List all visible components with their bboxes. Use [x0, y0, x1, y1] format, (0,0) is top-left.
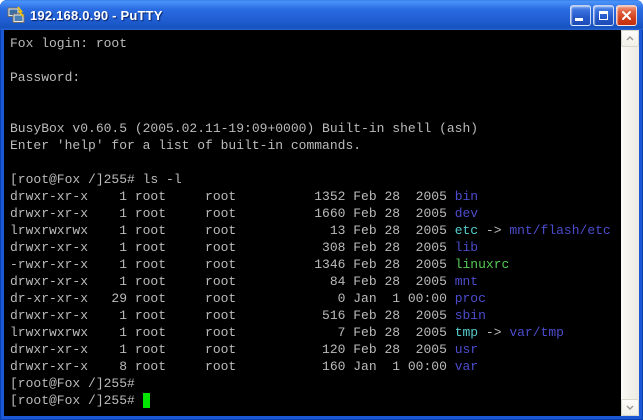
terminal-line: Fox login: root	[10, 35, 621, 52]
terminal-text: drwxr-xr-x 1 root root 84 Feb 28 2005	[10, 274, 455, 289]
file-name-symlink: etc	[454, 223, 479, 238]
terminal-text: drwxr-xr-x 1 root root 120 Feb 28 2005	[10, 342, 455, 357]
terminal-line: dr-xr-xr-x 29 root root 0 Jan 1 00:00 pr…	[10, 290, 621, 307]
terminal-text: Password:	[10, 70, 81, 85]
terminal-line: Password:	[10, 69, 621, 86]
window-controls	[570, 4, 637, 26]
file-name-directory: sbin	[454, 308, 486, 323]
terminal-line: drwxr-xr-x 1 root root 1352 Feb 28 2005 …	[10, 188, 621, 205]
scroll-down-button[interactable]	[621, 399, 639, 416]
terminal-text: [root@Fox /]255#	[10, 393, 143, 408]
minimize-button[interactable]	[570, 4, 591, 26]
putty-terminals-icon	[7, 6, 25, 23]
terminal-text: drwxr-xr-x 1 root root 308 Feb 28 2005	[10, 240, 455, 255]
terminal-text: Fox login: root	[10, 36, 128, 51]
file-name-directory: bin	[454, 189, 479, 204]
terminal-lines: Fox login: root Password: BusyBox v0.60.5 …	[4, 30, 621, 409]
putty-app-icon[interactable]	[7, 6, 25, 24]
terminal-line: Enter 'help' for a list of built-in comm…	[10, 137, 621, 154]
terminal-line: lrwxrwxrwx 1 root root 13 Feb 28 2005 et…	[10, 222, 621, 239]
file-name-directory: mnt	[454, 274, 479, 289]
scrollbar[interactable]	[621, 30, 639, 416]
terminal-line: [root@Fox /]255# ls -l	[10, 171, 621, 188]
terminal-text: BusyBox v0.60.5 (2005.02.11-19:09+0000) …	[10, 121, 479, 136]
file-name-directory: var	[454, 359, 479, 374]
minimize-icon	[574, 18, 583, 21]
terminal-line: lrwxrwxrwx 1 root root 7 Feb 28 2005 tmp…	[10, 324, 621, 341]
terminal-cursor	[142, 393, 151, 408]
terminal-text: ->	[478, 223, 510, 238]
terminal-line	[10, 86, 621, 103]
maximize-icon	[599, 10, 608, 20]
terminal-line	[10, 52, 621, 69]
terminal-line: drwxr-xr-x 1 root root 516 Feb 28 2005 s…	[10, 307, 621, 324]
terminal-text: drwxr-xr-x 1 root root 1660 Feb 28 2005	[10, 206, 455, 221]
terminal-line: drwxr-xr-x 1 root root 1660 Feb 28 2005 …	[10, 205, 621, 222]
terminal-text: drwxr-xr-x 8 root root 160 Jan 1 00:00	[10, 359, 455, 374]
terminal-line: drwxr-xr-x 1 root root 120 Feb 28 2005 u…	[10, 341, 621, 358]
terminal-text: [root@Fox /]255# ls -l	[10, 172, 182, 187]
terminal-line: [root@Fox /]255#	[10, 375, 621, 392]
terminal-screen[interactable]: Fox login: root Password: BusyBox v0.60.5 …	[4, 30, 621, 416]
terminal-text: -rwxr-xr-x 1 root root 1346 Feb 28 2005	[10, 257, 455, 272]
chevron-down-icon	[626, 405, 634, 410]
scroll-up-button[interactable]	[621, 30, 639, 47]
close-button[interactable]	[616, 4, 637, 26]
terminal-line: drwxr-xr-x 1 root root 84 Feb 28 2005 mn…	[10, 273, 621, 290]
scrollbar-track[interactable]	[621, 47, 639, 399]
terminal-text: dr-xr-xr-x 29 root root 0 Jan 1 00:00	[10, 291, 455, 306]
chevron-up-icon	[626, 36, 634, 41]
terminal-text: drwxr-xr-x 1 root root 516 Feb 28 2005	[10, 308, 455, 323]
close-icon	[622, 10, 631, 20]
file-name-directory: dev	[454, 206, 479, 221]
file-name-directory: usr	[454, 342, 479, 357]
terminal-text: ->	[478, 325, 510, 340]
terminal-text: lrwxrwxrwx 1 root root 7 Feb 28 2005	[10, 325, 455, 340]
terminal-line: drwxr-xr-x 8 root root 160 Jan 1 00:00 v…	[10, 358, 621, 375]
window-title: 192.168.0.90 - PuTTY	[30, 7, 163, 23]
terminal-text: drwxr-xr-x 1 root root 1352 Feb 28 2005	[10, 189, 455, 204]
terminal-line: [root@Fox /]255#	[10, 392, 621, 409]
terminal-text: [root@Fox /]255#	[10, 376, 135, 391]
terminal-line: drwxr-xr-x 1 root root 308 Feb 28 2005 l…	[10, 239, 621, 256]
maximize-button[interactable]	[593, 4, 614, 26]
terminal-text: Enter 'help' for a list of built-in comm…	[10, 138, 362, 153]
file-name-symlink: tmp	[454, 325, 479, 340]
file-name-directory: var/tmp	[509, 325, 564, 340]
terminal-line	[10, 103, 621, 120]
terminal-line: BusyBox v0.60.5 (2005.02.11-19:09+0000) …	[10, 120, 621, 137]
terminal-line	[10, 154, 621, 171]
title-bar: 192.168.0.90 - PuTTY	[0, 0, 643, 30]
terminal-text: lrwxrwxrwx 1 root root 13 Feb 28 2005	[10, 223, 455, 238]
file-name-directory: lib	[454, 240, 479, 255]
file-name-directory: proc	[454, 291, 486, 306]
terminal-line: -rwxr-xr-x 1 root root 1346 Feb 28 2005 …	[10, 256, 621, 273]
file-name-directory: mnt/flash/etc	[509, 223, 611, 238]
file-name-executable: linuxrc	[454, 257, 510, 272]
